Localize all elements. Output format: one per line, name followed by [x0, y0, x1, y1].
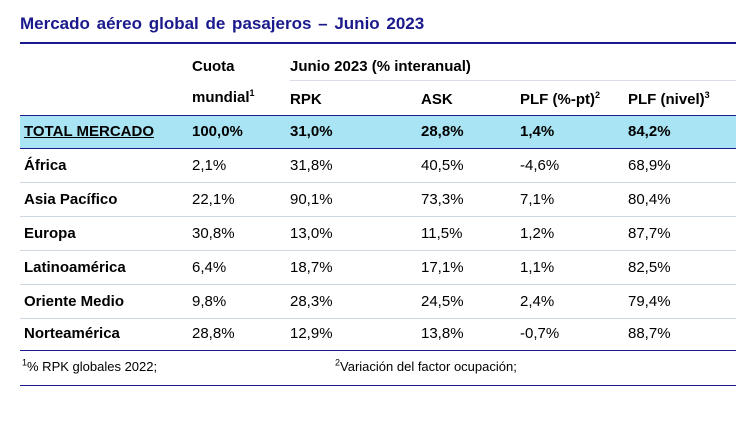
table-row-rpk: 18,7% — [290, 259, 333, 276]
table-row-share: 100,0% — [192, 123, 243, 140]
table-row-plf-pt: 1,1% — [520, 259, 555, 276]
table-row-share: 9,8% — [192, 293, 227, 310]
footnote-1-sup: 1 — [22, 357, 28, 368]
header-plf-pt-label: PLF (%-pt) — [520, 91, 595, 108]
header-ask: ASK — [421, 91, 453, 108]
table-row-ask: 17,1% — [421, 259, 464, 276]
table-row-ask: 73,3% — [421, 191, 464, 208]
table-row-plf-level: 84,2% — [628, 123, 671, 140]
table-row-region: Latinoamérica — [24, 259, 126, 276]
table-row-share: 22,1% — [192, 191, 235, 208]
table-row-ask: 28,8% — [421, 123, 464, 140]
header-plf-level-sup: 3 — [704, 90, 710, 100]
header-share-sup: 1 — [249, 88, 255, 98]
header-share-line1: Cuota — [192, 58, 235, 75]
table-row-region: Oriente Medio — [24, 293, 125, 310]
footnote-2-sup: 2 — [335, 357, 341, 368]
top-rule — [20, 42, 736, 44]
table-row-rpk: 31,8% — [290, 157, 333, 174]
row-divider — [20, 284, 736, 285]
bottom-rule — [20, 385, 736, 386]
table-row-plf-pt: 1,2% — [520, 225, 555, 242]
header-share-line2: mundial1 — [192, 88, 255, 107]
table-row-region: Asia Pacífico — [24, 191, 118, 208]
table-row-region: TOTAL MERCADO — [24, 123, 154, 140]
table-row-ask: 40,5% — [421, 157, 464, 174]
table-row-region: Norteamérica — [24, 325, 120, 342]
table-row-region: África — [24, 157, 67, 174]
header-plf-level-label: PLF (nivel) — [628, 91, 705, 108]
table-row-plf-pt: -4,6% — [520, 157, 560, 174]
table-row-plf-pt: 2,4% — [520, 293, 555, 310]
header-plf-pt-sup: 2 — [594, 90, 600, 100]
header-share-label: mundial — [192, 89, 250, 106]
table-row-plf-level: 80,4% — [628, 191, 671, 208]
table-row-rpk: 13,0% — [290, 225, 333, 242]
table-row-share: 6,4% — [192, 259, 227, 276]
table-row-plf-level: 79,4% — [628, 293, 671, 310]
row-divider — [20, 216, 736, 217]
table-row-plf-pt: 7,1% — [520, 191, 555, 208]
table-row-region: Europa — [24, 225, 76, 242]
table-row-rpk: 28,3% — [290, 293, 333, 310]
row-divider — [20, 318, 736, 319]
table-row-ask: 11,5% — [421, 225, 463, 242]
total-row-background — [20, 115, 736, 149]
header-plf-level: PLF (nivel)3 — [628, 90, 710, 109]
table-row-rpk: 31,0% — [290, 123, 333, 140]
footnote-1: 1% RPK globales 2022; — [22, 357, 158, 374]
table-row-share: 2,1% — [192, 157, 227, 174]
table-row-plf-level: 82,5% — [628, 259, 671, 276]
table-row-plf-level: 87,7% — [628, 225, 671, 242]
header-rpk: RPK — [290, 91, 322, 108]
table-row-ask: 13,8% — [421, 325, 464, 342]
header-plf-pt: PLF (%-pt)2 — [520, 90, 600, 109]
header-group-label: Junio 2023 (% interanual) — [290, 58, 471, 75]
table-row-plf-pt: -0,7% — [520, 325, 560, 342]
table-row-share: 28,8% — [192, 325, 235, 342]
header-group-rule — [290, 80, 736, 81]
table-row-ask: 24,5% — [421, 293, 464, 310]
footnote-2: 2Variación del factor ocupación; — [335, 357, 517, 374]
page-title: Mercado aéreo global de pasajeros – Juni… — [20, 14, 425, 33]
row-divider — [20, 250, 736, 251]
table-row-plf-level: 68,9% — [628, 157, 671, 174]
table-row-rpk: 90,1% — [290, 191, 333, 208]
table-row-share: 30,8% — [192, 225, 235, 242]
table-row-plf-level: 88,7% — [628, 325, 671, 342]
footnote-1-text: % RPK globales 2022; — [27, 359, 158, 374]
table-bottom-rule — [20, 350, 736, 351]
table-row-plf-pt: 1,4% — [520, 123, 555, 140]
row-divider — [20, 182, 736, 183]
table-row-rpk: 12,9% — [290, 325, 333, 342]
footnote-2-text: Variación del factor ocupación; — [340, 359, 517, 374]
